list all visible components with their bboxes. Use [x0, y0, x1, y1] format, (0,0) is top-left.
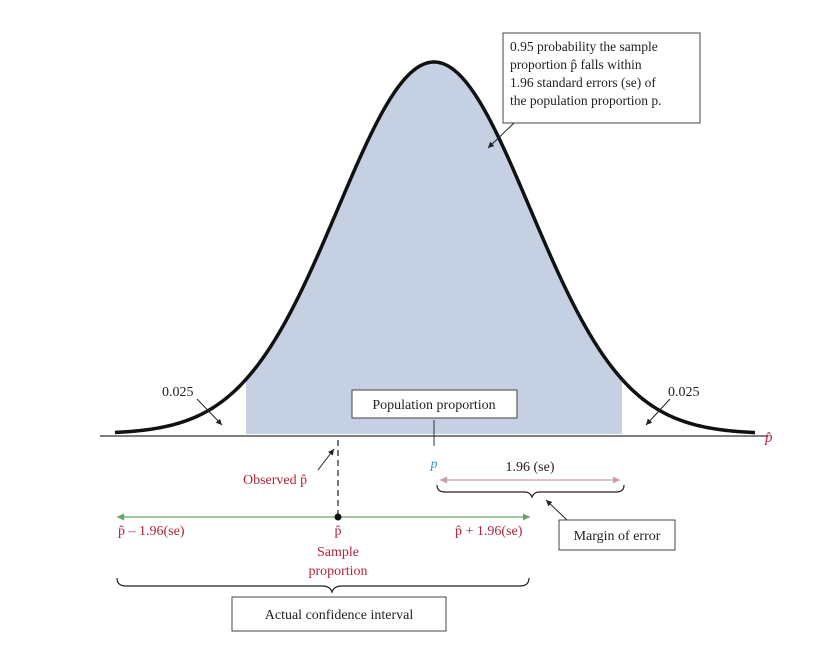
- interval-upper-label: p̂ + 1.96(se): [455, 524, 523, 539]
- sample-proportion-point: [334, 513, 342, 521]
- observed-arrow: [317, 448, 335, 471]
- interval-center-label: p̂: [335, 524, 342, 539]
- annotation-line-3: 1.96 standard errors (se) of: [510, 75, 656, 90]
- observed-label: Observed p̂: [243, 473, 307, 488]
- annotation-box: [502, 32, 701, 124]
- left-tail-arrow: [196, 398, 223, 426]
- population-proportion-callout: Population proportion p: [351, 389, 518, 472]
- right-tail-label: 0.025: [668, 385, 700, 400]
- observed-proportion: Observed p̂: [243, 440, 339, 517]
- margin-arrow: [545, 499, 568, 521]
- right-tail-arrow: [645, 398, 671, 426]
- population-box: [351, 389, 518, 419]
- margin-label: 1.96 (se): [506, 460, 555, 475]
- annotation-line-1: 0.95 probability the sample: [510, 39, 658, 54]
- normal-curve: [114, 60, 756, 435]
- annotation-line-4: the population proportion p.: [510, 93, 661, 108]
- interval-lower-label: p̂ – 1.96(se): [118, 524, 185, 539]
- annotation-arrow: [487, 122, 515, 149]
- margin-box-label: Margin of error: [574, 529, 661, 544]
- probability-annotation: 0.95 probability the sample proportion p…: [487, 32, 701, 149]
- axis-label: p̂: [764, 430, 773, 446]
- confidence-interval: p̂ – 1.96(se) p̂ p̂ + 1.96(se) Sample pr…: [116, 513, 530, 632]
- margin-box: [558, 519, 676, 551]
- annotation-line-2: proportion p̂ falls within: [510, 57, 642, 72]
- sample-caption-1: Sample: [317, 545, 359, 560]
- annotation-text: 0.95 probability the sample proportion p…: [510, 39, 661, 108]
- interval-brace: [116, 577, 530, 594]
- margin-of-error-group: 1.96 (se) Margin of error: [436, 460, 676, 551]
- margin-brace: [436, 484, 625, 499]
- central-95-percent-region: [246, 62, 622, 434]
- interval-box-label: Actual confidence interval: [265, 608, 414, 623]
- population-symbol: p: [430, 457, 438, 472]
- left-tail-label: 0.025: [162, 385, 194, 400]
- sample-caption-2: proportion: [308, 564, 367, 579]
- interval-box: [231, 596, 447, 632]
- population-label: Population proportion: [372, 398, 495, 413]
